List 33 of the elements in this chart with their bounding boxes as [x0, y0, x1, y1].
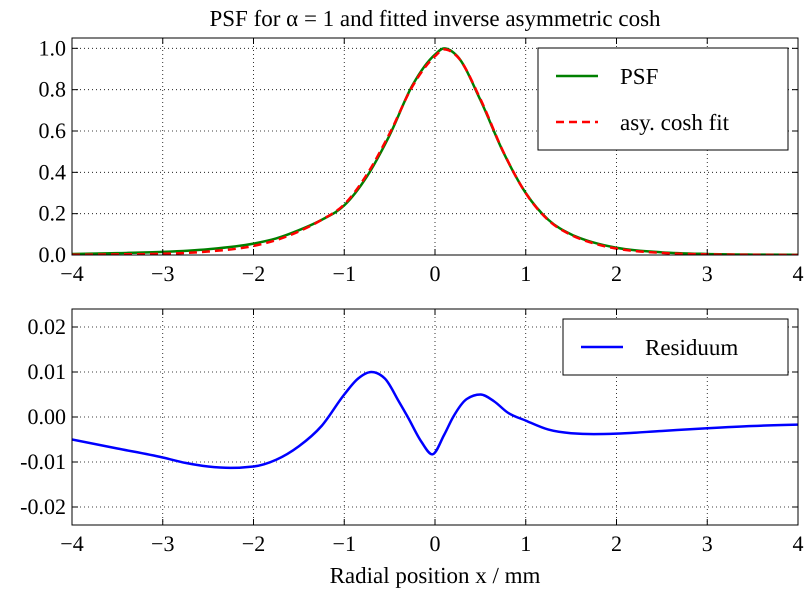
x-tick-label: 0 — [430, 261, 440, 286]
line-series — [72, 370, 798, 470]
x-tick-label: 1 — [520, 531, 532, 556]
x-tick-label: 1 — [520, 261, 532, 286]
x-tick-label: 3 — [702, 261, 713, 286]
y-tick-label: 0.4 — [38, 159, 66, 184]
y-tick-label: -0.01 — [20, 449, 66, 474]
x-tick-label: 0 — [430, 531, 440, 556]
y-tick-label: 0.01 — [28, 359, 66, 384]
x-tick-label: −1 — [332, 531, 356, 556]
x-tick-label: 4 — [792, 531, 804, 556]
chart-title: PSF for α = 1 and fitted inverse asymmetric cosh — [209, 6, 662, 31]
y-tick-label: 0.00 — [28, 404, 66, 429]
y-tick-label: 0.6 — [38, 118, 66, 143]
y-tick-label: 0.8 — [38, 76, 66, 102]
x-tick-label: 2 — [611, 531, 622, 556]
legend-label: PSF — [620, 64, 658, 89]
x-tick-label: −2 — [242, 531, 266, 556]
x-tick-label: −3 — [151, 261, 174, 286]
x-tick-label: 3 — [702, 531, 713, 556]
y-tick-label: 0.02 — [28, 314, 66, 339]
x-axis-title: Radial position x / mm — [330, 563, 541, 588]
x-tick-label: 2 — [611, 261, 622, 286]
x-tick-label: −4 — [60, 531, 84, 556]
legend-label: asy. cosh fit — [620, 110, 730, 135]
x-tick-label: −1 — [332, 261, 356, 286]
x-tick-label: −2 — [242, 261, 266, 286]
x-tick-label: −3 — [151, 531, 174, 556]
legend-label: Residuum — [645, 335, 738, 360]
y-tick-label: -0.02 — [20, 494, 66, 519]
y-tick-label: 1.0 — [38, 35, 66, 60]
y-tick-label: 0.2 — [38, 200, 66, 226]
x-tick-label: 4 — [792, 261, 804, 286]
